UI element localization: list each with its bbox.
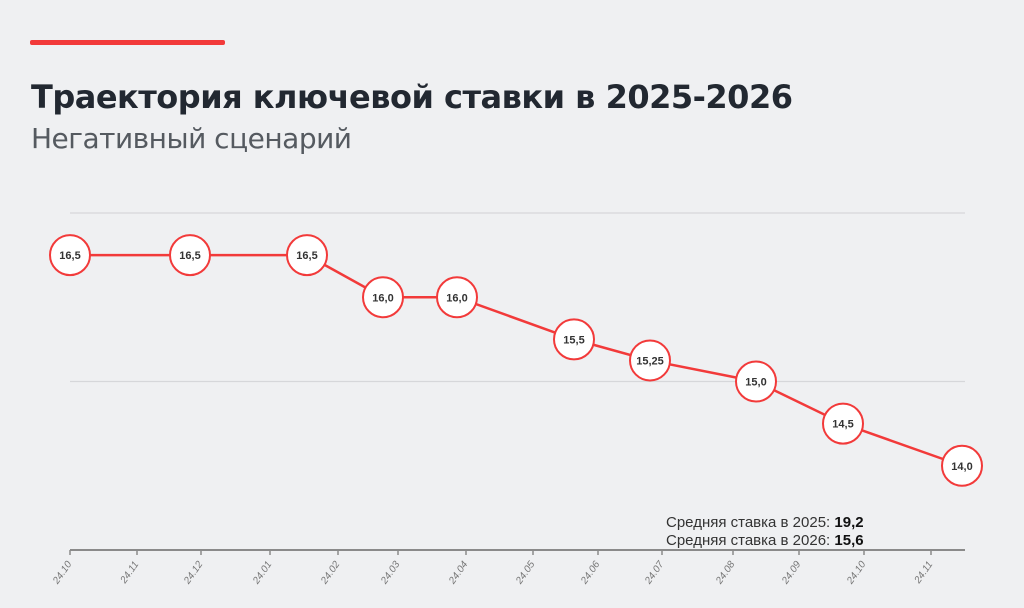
avg-2025-label: Средняя ставка в 2025: <box>666 514 831 531</box>
accent-bar <box>30 40 225 45</box>
x-tick-label: 24.04 <box>447 559 471 587</box>
chart-subtitle: Негативный сценарий <box>31 122 352 155</box>
x-tick-label: 24.01 <box>251 559 275 587</box>
data-label: 14,0 <box>951 461 972 473</box>
avg-2025-value: 19,2 <box>834 514 864 531</box>
x-tick-label: 24.06 <box>579 559 603 587</box>
data-label: 16,5 <box>59 250 80 262</box>
x-tick-label: 24.03 <box>379 559 403 587</box>
avg-2026: Средняя ставка в 2026: 15,6 <box>666 532 864 549</box>
x-tick-label: 24.08 <box>714 559 738 587</box>
data-point <box>49 234 91 277</box>
x-tick-label: 24.11 <box>118 559 142 586</box>
data-point <box>735 360 777 403</box>
data-point <box>553 318 595 361</box>
data-point <box>286 234 328 277</box>
x-tick-label: 24.05 <box>514 559 538 587</box>
data-label: 16,0 <box>446 292 467 304</box>
data-point <box>941 444 983 487</box>
x-tick-label: 24.12 <box>182 559 206 587</box>
avg-2026-label: Средняя ставка в 2026: <box>666 532 831 549</box>
data-label: 16,5 <box>296 250 317 262</box>
data-label: 15,0 <box>745 377 766 389</box>
data-point <box>822 402 864 445</box>
data-label: 15,25 <box>636 355 664 367</box>
data-label: 14,5 <box>832 419 853 431</box>
data-point <box>629 339 671 382</box>
x-tick-label: 24.07 <box>643 559 667 587</box>
series-line <box>70 253 963 467</box>
x-tick-label: 24.10 <box>51 559 75 587</box>
data-label: 16,0 <box>372 292 393 304</box>
chart-title: Траектория ключевой ставки в 2025-2026 <box>31 78 793 116</box>
data-point <box>436 276 478 319</box>
x-tick-label: 24.02 <box>319 559 343 587</box>
data-point <box>362 276 404 319</box>
data-label: 16,5 <box>179 250 200 262</box>
avg-2025: Средняя ставка в 2025: 19,2 <box>666 514 864 531</box>
x-tick-label: 24.10 <box>845 559 869 587</box>
data-point <box>169 234 211 277</box>
avg-2026-value: 15,6 <box>834 532 864 549</box>
data-label: 15,5 <box>563 334 584 346</box>
x-tick-label: 24.09 <box>780 559 804 587</box>
x-tick-label: 24.11 <box>912 559 936 586</box>
